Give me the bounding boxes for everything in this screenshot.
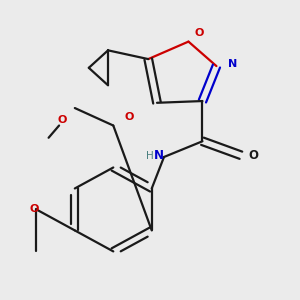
Text: O: O xyxy=(58,115,67,125)
Text: N: N xyxy=(227,59,237,69)
Text: H: H xyxy=(146,151,154,161)
Text: O: O xyxy=(248,149,258,162)
Text: O: O xyxy=(29,204,39,214)
Text: O: O xyxy=(194,28,204,38)
Text: N: N xyxy=(154,149,164,162)
Text: O: O xyxy=(124,112,134,122)
